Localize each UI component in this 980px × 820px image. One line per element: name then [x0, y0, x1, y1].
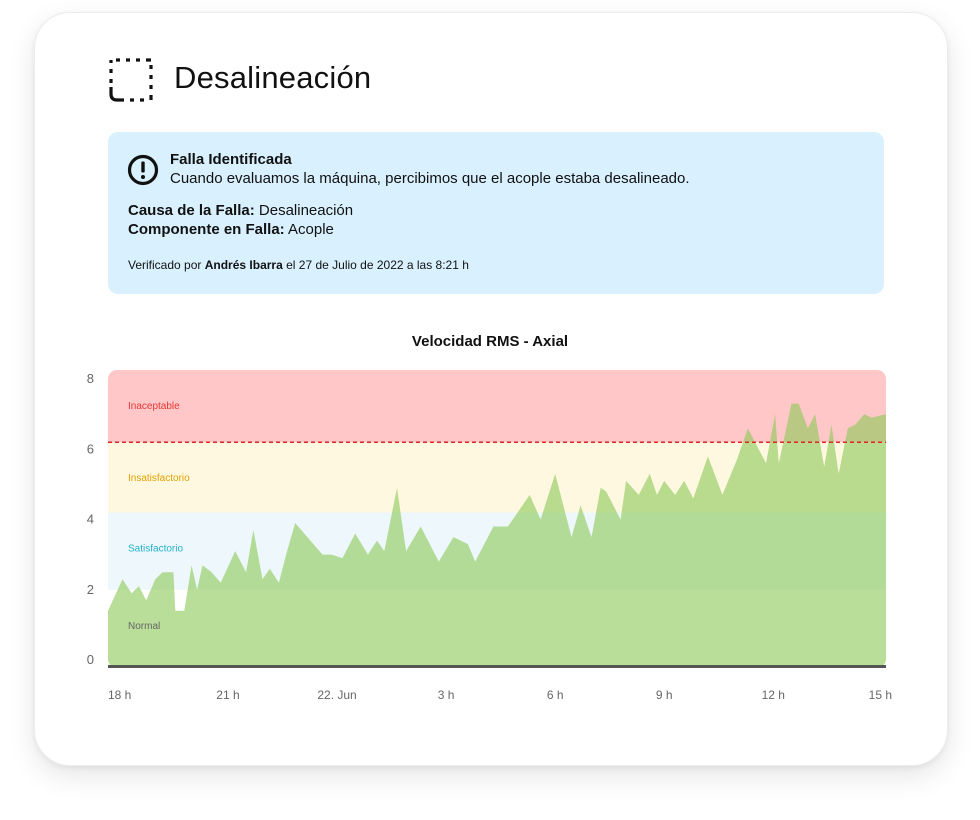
failure-component: Componente en Falla: Acople [128, 221, 334, 238]
failure-cause: Causa de la Falla: Desalineación [128, 202, 353, 219]
zone-label-insatisfactorio: Insatisfactorio [128, 473, 190, 484]
failure-cause-label: Causa de la Falla: [128, 202, 255, 219]
zone-label-normal: Normal [128, 621, 160, 632]
x-tick-label: 22. Jun [317, 688, 356, 702]
plot-area [108, 370, 886, 666]
y-tick-label: 4 [87, 512, 94, 527]
x-tick-label: 3 h [438, 688, 455, 702]
verified-prefix: Verificado por [128, 258, 202, 272]
zone-label-inaceptable: Inaceptable [128, 401, 180, 412]
x-tick-label: 12 h [762, 688, 785, 702]
zone-label-satisfactorio: Satisfactorio [128, 543, 183, 554]
failure-component-label: Componente en Falla: [128, 221, 285, 238]
verified-by-name: Andrés Ibarra [204, 258, 283, 272]
chart-title: Velocidad RMS - Axial [411, 333, 569, 350]
failure-component-value: Acople [288, 221, 334, 238]
x-tick-label: 15 h [869, 688, 892, 702]
failure-cause-value: Desalineación [258, 202, 354, 219]
series-area [108, 403, 886, 666]
y-tick-label: 8 [87, 371, 94, 386]
page-title: Desalineación [174, 60, 372, 95]
x-tick-label: 6 h [547, 688, 564, 702]
alert-description: Cuando evaluamos la máquina, percibimos … [170, 170, 690, 187]
dashed-square-corner-icon [109, 58, 153, 102]
y-tick-label: 2 [87, 582, 94, 597]
exclamation-circle-icon [127, 154, 159, 186]
alert-title: Falla Identificada [170, 151, 292, 168]
x-tick-label: 21 h [216, 688, 239, 702]
verification-note: Verificado por Andrés Ibarra el 27 de Ju… [128, 258, 469, 272]
x-tick-label: 9 h [656, 688, 673, 702]
y-tick-label: 0 [87, 652, 94, 667]
y-tick-label: 6 [87, 441, 94, 456]
failure-info-panel: Falla Identificada Cuando evaluamos la m… [108, 132, 884, 294]
verified-suffix: el 27 de Julio de 2022 a las 8:21 h [286, 258, 469, 272]
x-axis-baseline [108, 665, 886, 668]
x-tick-label: 18 h [108, 688, 131, 702]
zone-band-inaceptable [108, 370, 886, 443]
